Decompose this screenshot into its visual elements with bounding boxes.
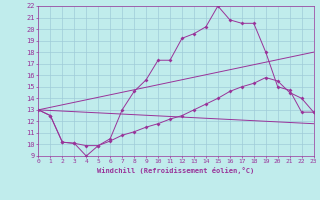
X-axis label: Windchill (Refroidissement éolien,°C): Windchill (Refroidissement éolien,°C) xyxy=(97,167,255,174)
